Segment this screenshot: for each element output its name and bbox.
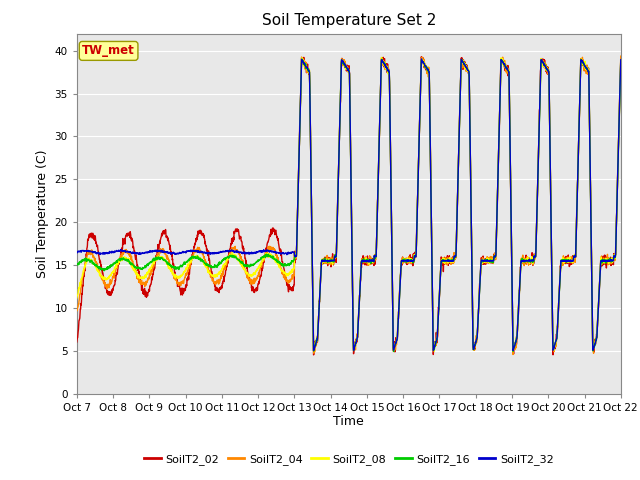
SoilT2_32 xyxy=(602,257,609,263)
Legend: SoilT2_02, SoilT2_04, SoilT2_08, SoilT2_16, SoilT2_32: SoilT2_02, SoilT2_04, SoilT2_08, SoilT2_… xyxy=(140,450,558,469)
Y-axis label: Soil Temperature (C): Soil Temperature (C) xyxy=(36,149,49,278)
SoilT2_08 xyxy=(602,258,609,264)
SoilT2_02 xyxy=(417,54,425,60)
SoilT2_16 xyxy=(73,261,81,267)
SoilT2_04 xyxy=(337,61,345,67)
SoilT2_04 xyxy=(100,281,108,287)
SoilT2_08 xyxy=(502,63,509,69)
Line: SoilT2_16: SoilT2_16 xyxy=(77,59,621,351)
SoilT2_16 xyxy=(502,65,509,71)
SoilT2_04 xyxy=(73,308,81,313)
Line: SoilT2_08: SoilT2_08 xyxy=(77,58,621,351)
SoilT2_32 xyxy=(502,64,509,70)
SoilT2_02 xyxy=(73,339,81,345)
SoilT2_02 xyxy=(617,60,625,66)
SoilT2_04 xyxy=(509,352,517,358)
SoilT2_02 xyxy=(323,260,331,266)
SoilT2_16 xyxy=(617,58,625,63)
Line: SoilT2_32: SoilT2_32 xyxy=(77,59,621,350)
SoilT2_16 xyxy=(602,260,609,266)
X-axis label: Time: Time xyxy=(333,415,364,429)
SoilT2_04 xyxy=(601,260,609,265)
Title: Soil Temperature Set 2: Soil Temperature Set 2 xyxy=(262,13,436,28)
SoilT2_02 xyxy=(602,262,609,267)
SoilT2_08 xyxy=(100,276,108,282)
SoilT2_04 xyxy=(501,63,509,69)
SoilT2_08 xyxy=(323,259,331,265)
SoilT2_16 xyxy=(298,56,306,62)
SoilT2_16 xyxy=(100,267,108,273)
SoilT2_02 xyxy=(602,253,609,259)
SoilT2_16 xyxy=(390,348,397,354)
SoilT2_02 xyxy=(310,352,317,358)
SoilT2_02 xyxy=(338,58,346,64)
SoilT2_08 xyxy=(617,57,625,63)
Line: SoilT2_02: SoilT2_02 xyxy=(77,57,621,355)
SoilT2_32 xyxy=(602,258,609,264)
SoilT2_08 xyxy=(378,55,385,60)
SoilT2_08 xyxy=(602,257,609,263)
SoilT2_32 xyxy=(73,249,81,255)
SoilT2_04 xyxy=(617,53,625,59)
SoilT2_08 xyxy=(73,295,81,300)
SoilT2_32 xyxy=(617,57,625,62)
SoilT2_08 xyxy=(430,348,438,354)
SoilT2_16 xyxy=(323,258,331,264)
SoilT2_32 xyxy=(100,251,108,257)
SoilT2_16 xyxy=(602,258,609,264)
SoilT2_08 xyxy=(337,64,345,70)
SoilT2_04 xyxy=(602,259,609,264)
SoilT2_32 xyxy=(337,63,345,69)
SoilT2_02 xyxy=(502,64,509,70)
Line: SoilT2_04: SoilT2_04 xyxy=(77,56,621,355)
SoilT2_32 xyxy=(418,56,426,62)
SoilT2_04 xyxy=(323,257,331,263)
SoilT2_32 xyxy=(509,348,517,353)
Text: TW_met: TW_met xyxy=(82,44,135,58)
SoilT2_16 xyxy=(338,57,346,63)
SoilT2_32 xyxy=(323,258,331,264)
SoilT2_02 xyxy=(100,280,108,286)
